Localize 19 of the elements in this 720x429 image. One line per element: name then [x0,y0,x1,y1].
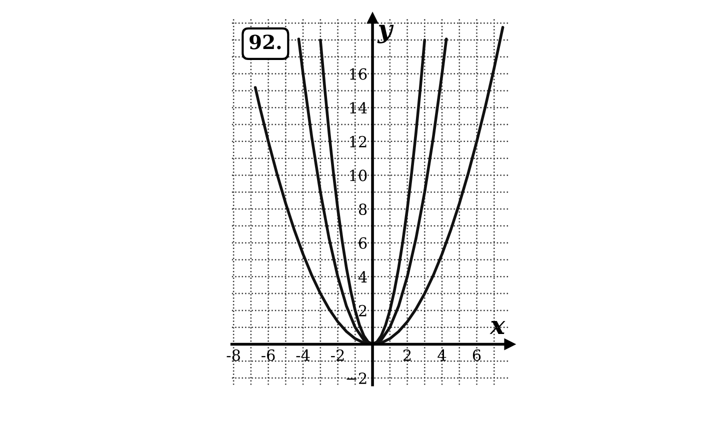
y-tick-label: 10 [350,170,367,182]
y-tick-label: 2 [358,304,366,316]
y-axis-title: y [377,24,394,44]
y-tick-label: 14 [350,102,367,114]
x-axis-title: x [490,321,506,334]
y-tick-label: 8 [358,203,367,216]
y-tick-label: 12 [350,136,366,148]
y-tick-label: 16 [350,68,367,80]
x-tick-label: 4 [438,349,446,361]
x-tick-label: 2 [403,349,411,361]
y-tick-label: −2 [346,372,366,384]
x-tick-label: -8 [226,349,240,361]
y-tick-label: 6 [358,237,367,249]
text: 92. [250,34,281,50]
x-tick-label: -6 [262,349,275,361]
x-tick-label: -4 [296,349,310,361]
x-tick-label: -2 [331,349,344,361]
y-tick-label: 4 [358,271,367,282]
x-tick-label: 6 [472,349,481,361]
